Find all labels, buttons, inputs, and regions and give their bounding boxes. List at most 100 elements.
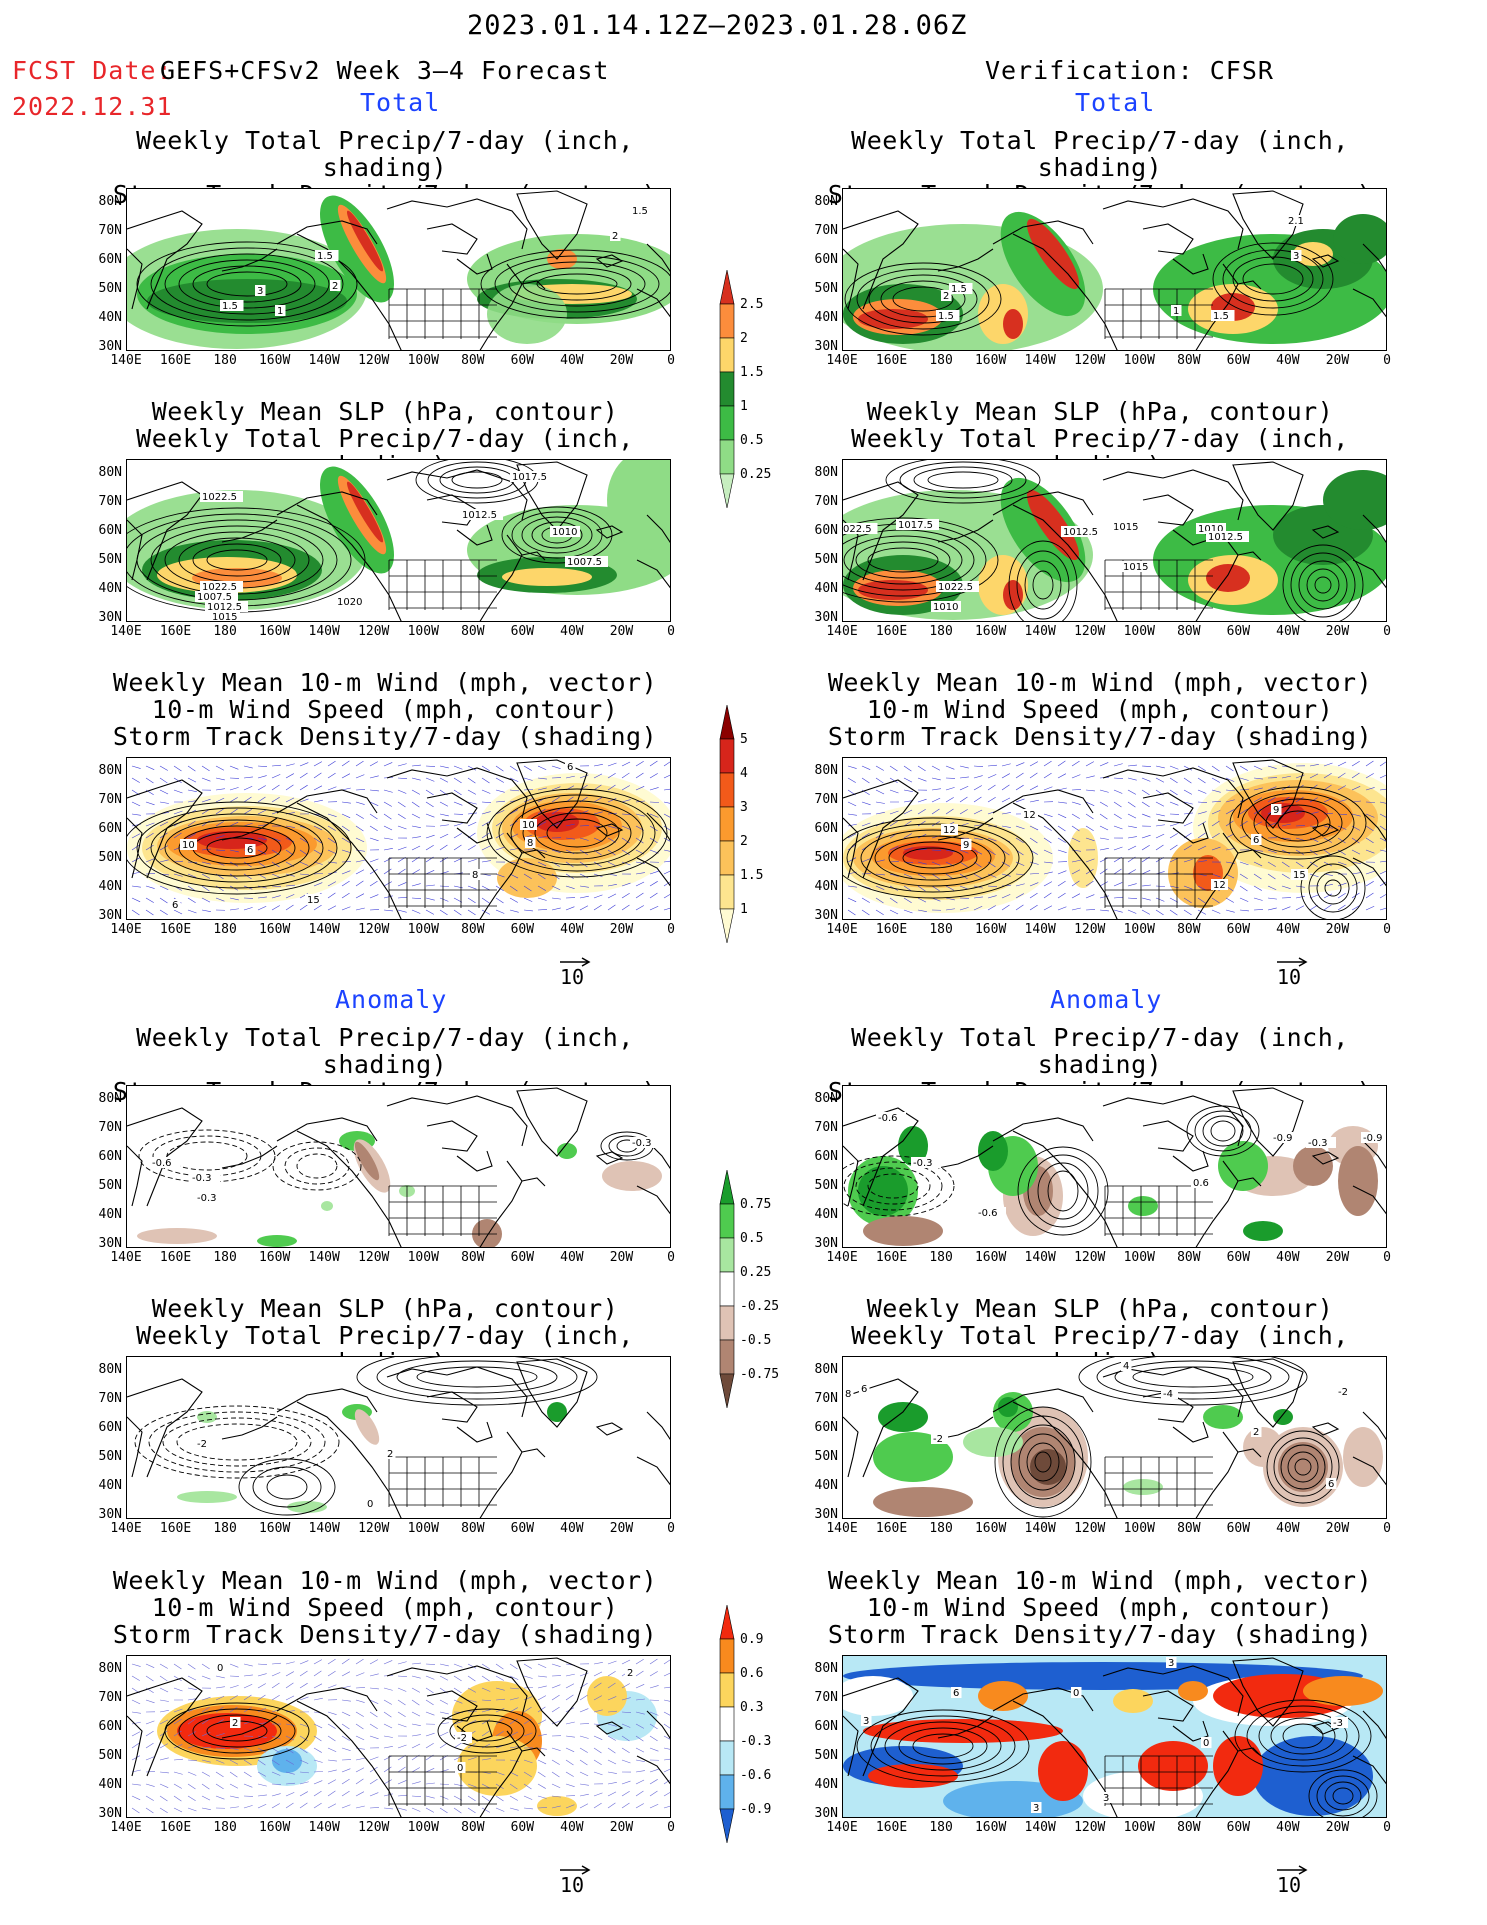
lon-tick-label: 140W — [308, 1250, 340, 1265]
lon-tick-label: 0 — [1383, 353, 1391, 368]
svg-text:6: 6 — [1253, 835, 1259, 846]
lon-tick-label: 140W — [1024, 922, 1056, 937]
colorbar-swatch — [719, 1638, 735, 1674]
svg-text:2: 2 — [232, 1718, 238, 1729]
svg-text:2: 2 — [332, 281, 338, 292]
colorbar-tick-label: 0.5 — [740, 1231, 763, 1246]
svg-text:-0.3: -0.3 — [1308, 1138, 1328, 1149]
svg-text:10: 10 — [182, 840, 195, 851]
lon-tick-label: 180 — [929, 1521, 953, 1536]
lon-tick-label: 60W — [1226, 353, 1251, 368]
lon-tick-label: 140E — [110, 1250, 142, 1265]
lon-tick-label: 180 — [929, 624, 953, 639]
svg-text:6: 6 — [953, 1688, 959, 1699]
lat-tick-label: 30N — [98, 339, 122, 354]
svg-text:-0.9: -0.9 — [1273, 1133, 1293, 1144]
panel-title-p4: Weekly Mean SLP (hPa, contour) Weekly Tot… — [851, 397, 1349, 479]
svg-text:9: 9 — [1273, 805, 1279, 816]
lon-tick-label: 120W — [1074, 1250, 1106, 1265]
lon-tick-label: 100W — [407, 1820, 439, 1835]
lon-tick-label: 140E — [110, 624, 142, 639]
lon-tick-label: 100W — [1123, 353, 1155, 368]
lon-tick-label: 120W — [1074, 1521, 1106, 1536]
svg-text:-0.3: -0.3 — [632, 1138, 652, 1149]
lon-tick-label: 100W — [1123, 1820, 1155, 1835]
svg-text:-0.3: -0.3 — [197, 1193, 217, 1204]
lon-tick-label: 160E — [159, 1250, 192, 1265]
colorbar-swatch — [719, 908, 735, 944]
lon-tick-label: 120W — [1074, 1820, 1106, 1835]
svg-text:1012.5: 1012.5 — [462, 510, 497, 521]
panel-title-p9: Weekly Mean SLP (hPa, contour) Weekly Tot… — [136, 1294, 634, 1376]
lon-tick-label: 100W — [1123, 624, 1155, 639]
colorbar-swatch — [719, 439, 735, 475]
lat-tick-label: 70N — [814, 1391, 838, 1406]
lon-tick-label: 140W — [308, 1820, 340, 1835]
lon-tick-label: 40W — [560, 624, 584, 639]
lon-tick-label: 160E — [159, 1521, 192, 1536]
lon-tick-label: 100W — [1123, 1521, 1155, 1536]
lon-tick-label: 20W — [609, 353, 634, 368]
lat-tick-label: 60N — [814, 1149, 838, 1164]
colorbar-precip-anomaly: 0.75 0.5 0.25 -0.25 -0.5 -0.75 — [718, 1169, 788, 1442]
lat-tick-label: 40N — [814, 1207, 838, 1222]
lon-tick-label: 120W — [358, 922, 390, 937]
lat-tick-label: 80N — [98, 194, 122, 209]
lon-tick-label: 140W — [1024, 624, 1056, 639]
svg-text:-0.6: -0.6 — [152, 1158, 172, 1169]
lon-tick-label: 120W — [358, 1521, 390, 1536]
lon-tick-label: 120W — [358, 1820, 390, 1835]
svg-text:15: 15 — [1293, 870, 1306, 881]
lon-tick-label: 180 — [213, 1521, 237, 1536]
lon-tick-label: 160W — [974, 1521, 1007, 1536]
lon-tick-label: 140E — [110, 922, 142, 937]
lon-tick-label: 160W — [258, 624, 291, 639]
lon-tick-label: 140E — [826, 353, 858, 368]
svg-text:9: 9 — [963, 840, 969, 851]
map-panel-cfsr-wind-anom: 3 6 3 3 0 3 0 -3 — [842, 1655, 1387, 1818]
lat-tick-label: 40N — [98, 1207, 122, 1222]
lat-tick-label: 60N — [98, 821, 122, 836]
lon-tick-label: 140E — [826, 922, 858, 937]
lon-tick-label: 80W — [461, 1820, 485, 1835]
lon-tick-label: 180 — [929, 353, 953, 368]
map-panel-fcst-slp-anom: -2 0 2 — [126, 1356, 671, 1519]
lat-tick-label: 50N — [98, 850, 122, 865]
lon-tick-label: 0 — [1383, 1521, 1391, 1536]
lon-tick-label: 180 — [929, 922, 953, 937]
lon-tick-label: 60W — [510, 922, 535, 937]
svg-text:1012.5: 1012.5 — [1208, 532, 1243, 543]
lon-tick-label: 160W — [974, 624, 1007, 639]
lat-tick-label: 70N — [814, 1690, 838, 1705]
svg-text:1010: 1010 — [1198, 524, 1223, 535]
lat-tick-label: 50N — [814, 850, 838, 865]
svg-text:3: 3 — [1033, 1803, 1039, 1814]
colorbar-tick-label: 1.5 — [740, 365, 763, 380]
lon-tick-label: 20W — [1325, 353, 1350, 368]
map-panel-cfsr-slp-anom: 8 6 4 -2 2 -4 6 -2 — [842, 1356, 1387, 1519]
lon-tick-label: 160E — [875, 1521, 908, 1536]
svg-text:6: 6 — [861, 1384, 867, 1395]
lon-tick-label: 40W — [560, 922, 584, 937]
map-panel-fcst-precip-anom: -0.6 -0.3 -0.3 -0.3 — [126, 1085, 671, 1248]
colorbar-tick-label: -0.25 — [740, 1299, 779, 1314]
colorbar-swatch — [719, 405, 735, 441]
lon-tick-label: 140W — [308, 353, 340, 368]
svg-text:-4: -4 — [1163, 1389, 1173, 1400]
svg-text:1.5: 1.5 — [632, 206, 648, 217]
svg-text:1022.5: 1022.5 — [202, 492, 237, 503]
lat-tick-label: 70N — [98, 1690, 122, 1705]
lat-tick-label: 50N — [814, 1178, 838, 1193]
lon-tick-label: 140W — [308, 1521, 340, 1536]
lon-tick-label: 140W — [1024, 1820, 1056, 1835]
lon-tick-label: 60W — [510, 1521, 535, 1536]
lon-tick-label: 60W — [1226, 922, 1251, 937]
lat-tick-label: 40N — [98, 1478, 122, 1493]
lat-tick-label: 70N — [814, 792, 838, 807]
lon-tick-label: 0 — [667, 624, 675, 639]
lat-tick-label: 50N — [98, 1178, 122, 1193]
lon-tick-label: 40W — [560, 353, 584, 368]
lon-tick-label: 0 — [667, 1521, 675, 1536]
colorbar-storm-track-anomaly: 0.9 0.6 0.3 -0.3 -0.6 -0.9 — [718, 1604, 788, 1877]
lon-tick-label: 180 — [213, 922, 237, 937]
